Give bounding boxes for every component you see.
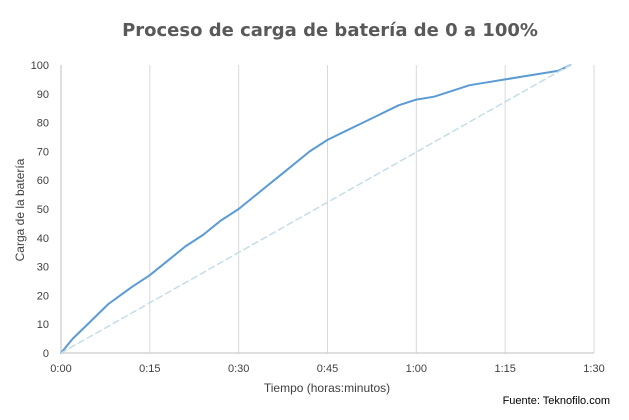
x-tick-label: 1:00: [406, 363, 427, 375]
y-tick-label: 10: [37, 319, 49, 331]
x-tick-label: 0:45: [317, 363, 338, 375]
charge-series-line: [60, 64, 572, 354]
y-tick-labels: 0 10 20 30 40 50 60 70 80 90 100: [31, 60, 49, 360]
y-tick-label: 20: [37, 290, 49, 302]
x-tick-label: 0:00: [50, 363, 71, 375]
x-tick-label: 1:15: [494, 363, 515, 375]
y-tick-label: 60: [37, 175, 49, 187]
chart-title: Proceso de carga de batería de 0 a 100%: [122, 20, 538, 41]
series-lines: [60, 64, 572, 354]
x-axis-title: Tiempo (horas:minutos): [264, 381, 390, 395]
y-tick-label: 40: [37, 233, 49, 245]
y-axis-title: Carga de la batería: [13, 158, 27, 261]
vertical-gridlines: [149, 65, 595, 353]
axes: [60, 65, 594, 354]
x-tick-label: 1:30: [583, 363, 604, 375]
y-tick-label: 100: [31, 60, 49, 72]
reference-series-line: [60, 64, 572, 354]
y-tick-label: 80: [37, 118, 49, 130]
x-tick-labels: 0:00 0:15 0:30 0:45 1:00 1:15 1:30: [50, 363, 604, 375]
y-tick-label: 50: [37, 204, 49, 216]
x-tick-label: 0:15: [139, 363, 160, 375]
source-note: Fuente: Teknofilo.com: [503, 395, 610, 407]
y-tick-label: 0: [43, 348, 49, 360]
y-tick-label: 70: [37, 146, 49, 158]
y-tick-label: 30: [37, 262, 49, 274]
y-tick-label: 90: [37, 89, 49, 101]
x-tick-label: 0:30: [228, 363, 249, 375]
